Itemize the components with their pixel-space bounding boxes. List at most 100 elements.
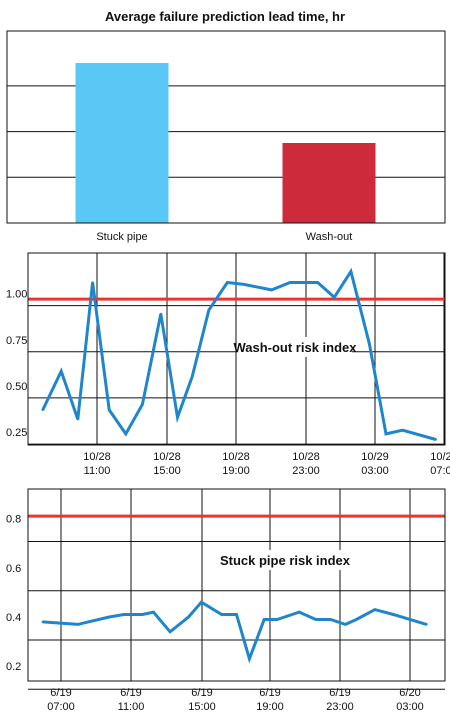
c2-point-3 [91,281,94,284]
bar-chart-frame [6,30,446,224]
c3-xtick-time-5: 03:00 [396,701,424,713]
washout-title-bg [238,337,352,357]
c2-point-9 [191,375,194,378]
stuckpipe-gridlines [28,489,445,690]
bar-chart-gridlines [7,85,445,178]
c3-point-4 [141,613,144,616]
bar-chart: Average failure prediction lead time, hr… [6,9,446,243]
c2-point-2 [76,417,80,421]
c3-point-7 [187,615,190,619]
c3-xtick-time-3: 19:00 [256,701,284,713]
washout-y-ticks: 1.00 0.75 0.50 0.25 [6,289,27,439]
c3-point-8 [200,601,203,604]
bar-1 [282,143,376,223]
bar-label-1: Wash-out [306,231,353,243]
c3-point-13 [275,618,279,621]
c2-point-16 [333,296,336,299]
c2-point-5 [124,432,127,436]
c3-point-17 [344,623,347,626]
c2-xtick-time-2: 19:00 [222,465,250,477]
c3-ytick-1: 0.6 [6,563,21,575]
c3-point-20 [392,613,395,616]
c2-ytick-1: 0.75 [6,335,27,347]
c3-point-6 [168,630,172,633]
c3-xtick-time-4: 23:00 [326,701,354,713]
c2-ytick-3: 0.25 [6,427,27,439]
c3-point-2 [107,615,111,619]
c3-point-0 [41,620,44,624]
c2-point-11 [226,281,229,284]
c3-ytick-3: 0.2 [6,661,21,673]
c2-xtick-time-3: 23:00 [292,465,320,477]
c2-point-12 [242,283,246,286]
bar-chart-title: Average failure prediction lead time, hr [105,9,345,24]
c3-point-21 [425,623,428,626]
washout-series [41,267,437,441]
c3-point-18 [355,618,358,621]
c2-point-20 [401,429,404,432]
c3-xtick-date-1: 6/19 [120,687,141,699]
c3-xtick-date-3: 6/19 [259,687,280,699]
c3-xtick-date-0: 6/19 [50,687,71,699]
c3-point-15 [314,618,318,621]
c2-point-21 [434,438,437,441]
bar-0 [75,63,169,223]
stuckpipe-series [41,600,428,664]
c3-point-10 [235,613,238,616]
c3-xtick-date-5: 6/20 [399,687,420,699]
c3-ytick-0: 0.8 [6,514,21,526]
stuckpipe-chart-title: Stuck pipe risk index [220,553,351,568]
c2-point-7 [159,312,163,316]
c2-point-10 [207,309,211,312]
c2-ytick-2: 0.50 [6,381,27,393]
stuckpipe-chart: Stuck pipe risk index 0.8 0.6 0.4 0.2 6/19 0… [6,488,446,713]
c2-xtick-time-4: 03:00 [361,465,389,477]
c2-xtick-date-1: 10/28 [153,451,181,463]
c2-ytick-0: 1.00 [6,289,27,301]
washout-frame [27,252,446,446]
c2-point-13 [270,288,273,292]
c3-point-11 [248,657,251,661]
c3-xtick-date-2: 6/19 [191,687,212,699]
c2-xtick-date-2: 10/28 [222,451,250,463]
washout-chart-title: Wash-out risk index [233,340,357,355]
c2-xtick-date-0: 10/28 [83,451,111,463]
c3-point-3 [122,613,126,616]
stuckpipe-frame [27,488,446,682]
c3-xtick-time-1: 11:00 [118,701,145,713]
c2-xtick-date-4: 10/29 [361,451,389,463]
c2-point-4 [107,408,111,412]
c3-point-14 [298,610,301,614]
c2-point-8 [176,416,179,419]
c2-xtick-date-3: 10/28 [292,451,320,463]
c3-point-5 [152,610,155,614]
c2-point-0 [41,408,44,412]
c2-point-6 [141,403,144,406]
washout-chart: Wash-out risk index 1.00 0.75 0.50 0.25 10/… [6,252,450,477]
c2-point-19 [384,432,388,436]
c3-point-1 [76,623,80,626]
c3-point-9 [220,613,223,616]
c2-xtick-time-0: 11:00 [84,465,111,477]
c2-xtick-time-5: 07:00 [430,465,450,477]
c2-point-18 [368,342,371,345]
c2-series-line [41,267,437,441]
c3-point-19 [373,608,377,611]
c3-xtick-date-4: 6/19 [329,687,350,699]
c2-point-15 [316,281,319,284]
c2-xtick-time-1: 15:00 [153,465,181,477]
c3-xtick-time-0: 07:00 [47,701,75,713]
bar-label-0: Stuck pipe [96,231,147,243]
c2-point-14 [288,281,292,284]
stuckpipe-title-bg [212,550,358,570]
c2-point-1 [60,369,63,373]
c2-point-17 [349,270,353,273]
c3-point-16 [329,618,332,621]
bar-chart-category-labels: Stuck pipe Wash-out [96,231,352,243]
c3-point-12 [262,618,266,621]
stuckpipe-x-ticks: 6/19 07:00 6/19 11:00 6/19 15:00 6/19 19:00 6/19… [47,687,424,713]
washout-x-ticks: 10/28 11:00 10/28 15:00 10/28 19:00 10/28 23:00… [83,451,450,477]
c2-xtick-date-5: 10/29 [430,451,450,463]
c3-xtick-time-2: 15:00 [188,701,216,713]
